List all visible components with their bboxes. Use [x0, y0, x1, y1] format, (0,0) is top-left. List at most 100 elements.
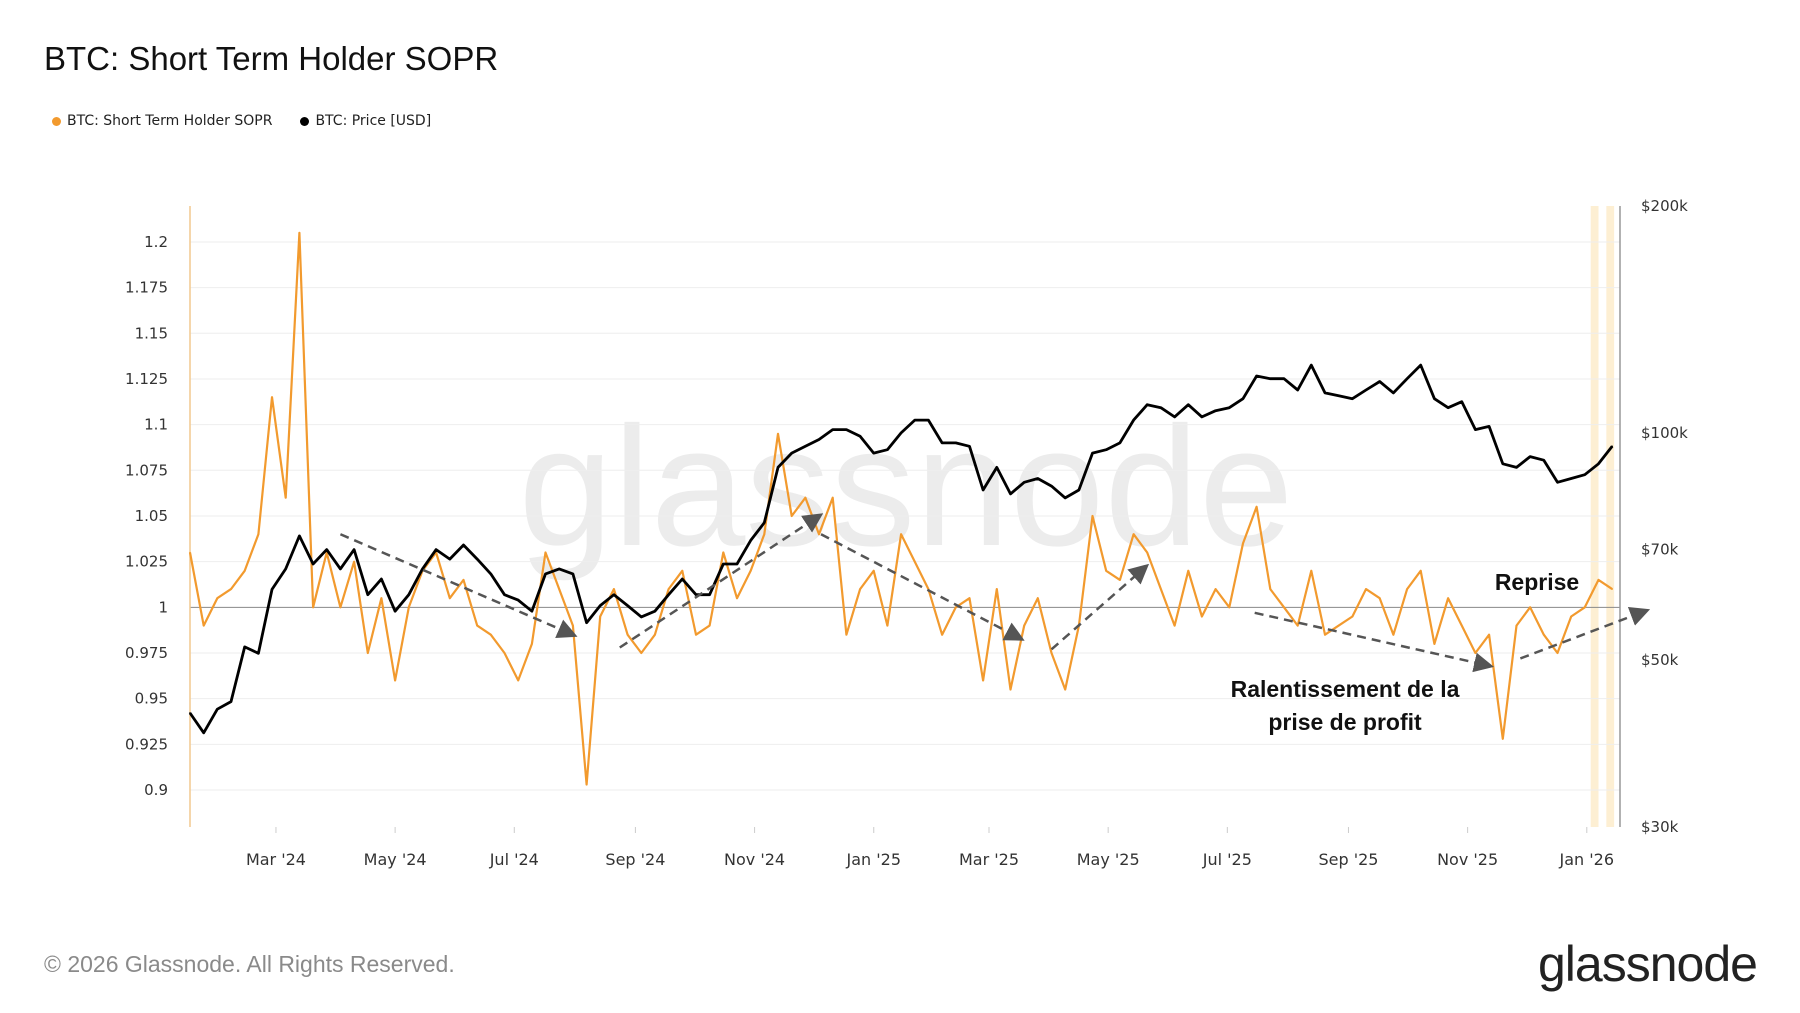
price-point — [1433, 397, 1436, 400]
price-point — [927, 419, 930, 421]
sopr-point — [1474, 652, 1477, 654]
sopr-point — [954, 606, 957, 609]
price-point — [585, 621, 588, 624]
x-tick-label: Jan '26 — [1559, 850, 1615, 869]
trend-arrow — [820, 533, 1025, 641]
sopr-point — [996, 588, 998, 590]
price-point — [790, 452, 793, 454]
sopr-point — [968, 597, 971, 599]
sopr-point — [1378, 597, 1381, 599]
price-point — [353, 548, 355, 551]
price-point — [859, 435, 861, 437]
glassnode-logo: glassnode — [1538, 936, 1758, 992]
y-tick-label: 0.975 — [125, 644, 168, 662]
price-point — [1050, 485, 1053, 487]
sopr-point — [202, 624, 205, 627]
price-point — [1556, 481, 1559, 484]
price-point — [243, 646, 246, 648]
price-point — [380, 578, 383, 580]
sopr-point — [1337, 624, 1340, 627]
sopr-point — [462, 579, 465, 581]
sopr-point — [708, 624, 711, 627]
price-point — [1597, 462, 1600, 465]
sopr-point — [189, 551, 191, 554]
x-tick-label: Jul '25 — [1202, 850, 1252, 869]
price-point — [1515, 466, 1518, 469]
legend-item-price[interactable]: BTC: Price [USD] — [300, 113, 431, 129]
price-point — [872, 452, 875, 454]
price-point — [1488, 425, 1490, 428]
sopr-point — [859, 588, 861, 590]
y2-tick-label: $100k — [1641, 424, 1688, 442]
price-point — [189, 712, 191, 714]
sopr-point — [1269, 588, 1272, 590]
sopr-point — [503, 652, 506, 654]
sopr-point — [1146, 551, 1149, 554]
sopr-point — [558, 588, 561, 590]
price-point — [394, 610, 396, 613]
sopr-point — [1351, 615, 1354, 618]
sopr-point — [1119, 579, 1121, 581]
price-point — [736, 563, 738, 565]
sopr-point — [613, 588, 615, 590]
price-point — [257, 652, 260, 655]
price-point — [1009, 493, 1012, 495]
price-point — [777, 466, 779, 469]
legend-item-sopr[interactable]: BTC: Short Term Holder SOPR — [52, 113, 272, 129]
price-point — [366, 593, 369, 596]
price-point — [654, 610, 656, 613]
sopr-point — [763, 533, 766, 536]
sopr-point — [1296, 624, 1299, 627]
price-point — [1337, 394, 1340, 397]
sopr-point — [736, 597, 738, 599]
price-point — [216, 708, 219, 710]
price-point — [1255, 375, 1258, 377]
price-point — [708, 593, 711, 596]
price-point — [476, 558, 478, 560]
y2-tick-label: $30k — [1641, 818, 1679, 836]
legend-label: BTC: Short Term Holder SOPR — [67, 113, 273, 129]
price-point — [284, 568, 287, 570]
price-point — [572, 573, 574, 575]
sopr-point — [1419, 569, 1422, 572]
sopr-point — [1611, 588, 1613, 590]
price-point — [1584, 473, 1586, 476]
sopr-point — [681, 569, 684, 572]
sopr-point — [1023, 624, 1025, 627]
price-point — [1037, 477, 1039, 480]
x-tick-label: Nov '24 — [724, 850, 785, 869]
sopr-point — [1433, 643, 1436, 645]
x-tick-label: Jul '24 — [489, 850, 539, 869]
price-point — [1119, 442, 1121, 444]
price-point — [544, 573, 547, 575]
sopr-point — [284, 496, 287, 499]
price-point — [1324, 392, 1326, 394]
price-point — [1214, 409, 1217, 412]
sopr-point — [722, 551, 725, 554]
sopr-point — [1570, 615, 1572, 618]
sopr-point — [804, 496, 807, 499]
price-point — [1091, 452, 1094, 454]
annotation-ralentissement: prise de profit — [1268, 709, 1422, 735]
price-point — [1611, 445, 1613, 448]
price-point — [1078, 489, 1080, 491]
sopr-point — [695, 633, 697, 636]
sopr-point — [1392, 633, 1395, 636]
sopr-point — [366, 652, 369, 654]
sopr-point — [667, 588, 670, 590]
sopr-point — [1091, 515, 1094, 517]
sopr-point — [1009, 688, 1012, 691]
price-point — [407, 593, 410, 596]
price-point — [1160, 406, 1162, 409]
y2-tick-label: $200k — [1641, 197, 1688, 215]
sopr-point — [1214, 588, 1217, 590]
price-point — [421, 568, 424, 570]
x-tick-label: Mar '24 — [246, 850, 306, 869]
price-point — [1201, 416, 1203, 418]
sopr-point — [1460, 624, 1463, 627]
sopr-point — [654, 633, 656, 636]
price-point — [1023, 481, 1025, 484]
sopr-point — [1584, 606, 1586, 609]
sopr-point — [1283, 606, 1285, 609]
copyright: © 2026 Glassnode. All Rights Reserved. — [44, 951, 455, 977]
